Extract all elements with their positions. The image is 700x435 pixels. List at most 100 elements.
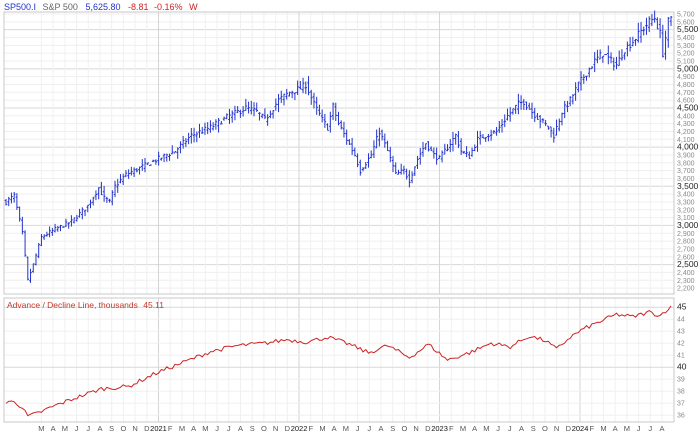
ohlc-bar <box>329 111 332 133</box>
ohlc-bar <box>517 93 520 115</box>
ohlc-bar <box>386 140 389 152</box>
ohlc-bar <box>462 150 466 154</box>
x-tick-label: M <box>624 424 630 433</box>
x-tick-label: A <box>378 424 383 433</box>
change-pct-label: -0.16% <box>154 2 183 12</box>
ohlc-bar <box>350 137 354 156</box>
ohlc-bar <box>356 153 359 168</box>
x-tick-label: M <box>319 424 325 433</box>
ohlc-bar <box>489 129 493 141</box>
ad-tick-label: 37 <box>677 401 685 408</box>
ohlc-bar <box>170 145 174 155</box>
ohlc-bar <box>574 82 577 101</box>
ohlc-bar <box>514 104 517 114</box>
ohlc-bar <box>203 122 207 135</box>
x-tick-label: J <box>356 424 360 433</box>
ohlc-bar <box>331 102 335 120</box>
ohlc-bar <box>214 119 218 130</box>
ohlc-bar <box>241 106 245 117</box>
price-tick-label: 3,400 <box>677 192 695 199</box>
ohlc-bar <box>61 226 65 228</box>
price-tick-label: 5,100 <box>677 58 695 65</box>
ohlc-bar <box>31 263 35 273</box>
price-tick-label: 2,400 <box>677 270 695 277</box>
last-price-label: 5,625.80 <box>85 2 120 12</box>
x-tick-label: N <box>132 424 137 433</box>
ohlc-bar <box>544 119 547 127</box>
ohlc-bar <box>274 98 278 111</box>
ad-tick-label: 41 <box>677 353 685 360</box>
ohlc-bar <box>661 24 665 58</box>
ad-panel-frame <box>3 297 675 423</box>
ohlc-bar <box>413 166 417 177</box>
ohlc-bar <box>361 167 365 172</box>
change-label: -8.81 <box>128 2 149 12</box>
ohlc-bar <box>337 111 340 126</box>
ohlc-bar <box>440 150 444 163</box>
ohlc-bar <box>23 230 27 257</box>
ohlc-bar <box>285 88 289 100</box>
ohlc-bar <box>645 17 648 35</box>
ohlc-bar <box>397 169 400 175</box>
ohlc-bar <box>312 92 316 109</box>
ohlc-bar <box>81 207 84 220</box>
x-tick-label: 2024 <box>572 424 589 433</box>
ohlc-bar <box>552 127 556 143</box>
ohlc-bar <box>192 127 196 143</box>
ohlc-bar <box>536 113 539 120</box>
ohlc-bar <box>612 57 616 71</box>
symbol-label: SP500.I <box>4 2 36 12</box>
ohlc-bar <box>179 141 182 154</box>
ohlc-bar <box>451 131 455 152</box>
ohlc-bar <box>173 151 177 154</box>
ohlc-bar <box>198 123 201 138</box>
ohlc-bar <box>598 49 602 60</box>
ohlc-bar <box>293 92 297 101</box>
x-tick-label: O <box>542 424 548 433</box>
ohlc-bar <box>503 114 507 128</box>
price-tick-label: 4,600 <box>677 98 695 105</box>
price-tick-label: 5,000 <box>677 63 699 73</box>
price-tick-label: 2,600 <box>677 254 695 261</box>
ohlc-bar <box>53 223 57 233</box>
x-tick-label: F <box>449 424 454 433</box>
ohlc-bar <box>282 93 286 106</box>
ohlc-bar <box>315 96 318 115</box>
ohlc-bar <box>473 144 477 152</box>
x-tick-label: F <box>168 424 173 433</box>
ohlc-bar <box>560 112 564 126</box>
ohlc-bar <box>83 209 87 217</box>
ohlc-bar <box>110 190 114 206</box>
ohlc-bar <box>642 26 646 36</box>
x-tick-label: S <box>109 424 114 433</box>
ohlc-bar <box>12 191 16 203</box>
ohlc-bar <box>135 167 139 173</box>
x-tick-label: D <box>566 424 572 433</box>
ohlc-bar <box>86 204 90 213</box>
ohlc-bar <box>138 166 141 175</box>
ohlc-bar <box>345 129 348 145</box>
ohlc-bar <box>519 95 523 110</box>
x-tick-label: A <box>97 424 102 433</box>
x-tick-label: M <box>62 424 68 433</box>
price-tick-label: 5,300 <box>677 43 695 50</box>
price-tick-label: 3,900 <box>677 152 695 159</box>
x-tick-label: J <box>86 424 90 433</box>
price-tick-label: 4,300 <box>677 121 695 128</box>
ohlc-bar <box>547 125 550 130</box>
ohlc-bar <box>309 89 313 105</box>
price-tick-label: 3,100 <box>677 215 695 222</box>
price-panel-frame <box>3 11 675 295</box>
ohlc-bar <box>200 126 204 134</box>
ohlc-bar <box>399 163 403 175</box>
ohlc-bar <box>593 51 596 73</box>
x-tick-label: A <box>660 424 665 433</box>
ohlc-bar <box>94 190 98 201</box>
x-tick-label: S <box>250 424 255 433</box>
x-tick-label: J <box>648 424 652 433</box>
ohlc-bar <box>151 159 155 163</box>
price-tick-label: 3,800 <box>677 160 695 167</box>
x-tick-label: J <box>227 424 231 433</box>
ohlc-bar <box>211 122 215 131</box>
ohlc-bar <box>168 153 171 161</box>
